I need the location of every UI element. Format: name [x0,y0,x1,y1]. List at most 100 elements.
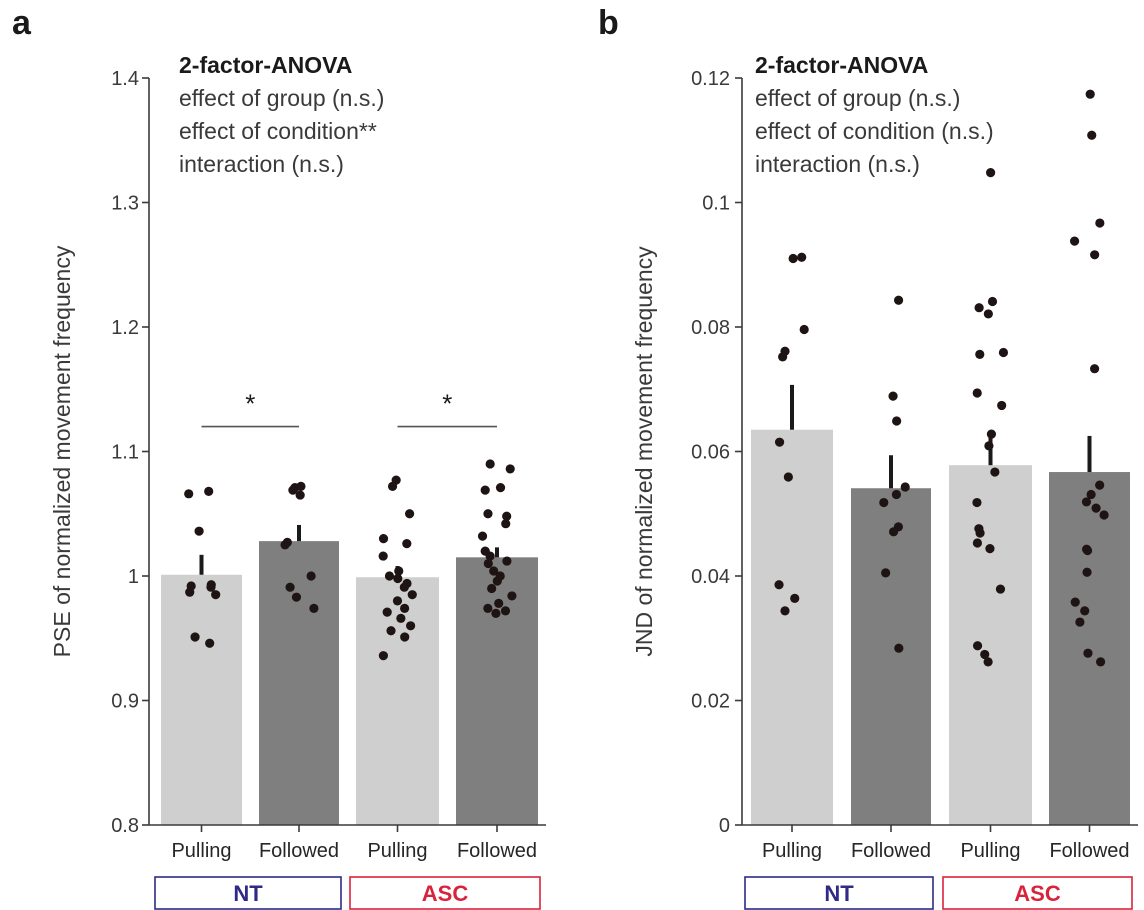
data-point [980,649,990,660]
significance-star: * [245,389,255,419]
y-axis-title: PSE of normalized movement frequency [49,245,75,657]
anova-line: interaction (n.s.) [179,151,344,177]
y-axis-title: JND of normalized movement frequency [631,246,657,657]
data-point [972,497,982,508]
data-point [378,551,388,561]
data-point [790,593,800,604]
data-point [407,590,417,600]
group-box-asc [349,876,541,910]
data-point [309,603,319,613]
data-point [288,485,298,495]
data-point [1085,89,1095,99]
y-tick-label: 0.12 [691,68,730,90]
group-box-nt [744,876,934,910]
group-label-nt: NT [824,881,854,906]
data-point [400,632,410,642]
x-tick-label: Followed [259,840,339,862]
data-point [990,467,1000,477]
data-point [404,509,415,519]
data-point [1081,497,1092,507]
data-point [382,607,392,617]
x-tick-label: Followed [1049,840,1129,862]
group-box-nt [154,876,342,910]
data-point [394,566,404,576]
data-point [997,400,1007,411]
anova-line: effect of condition** [179,118,377,144]
data-point [483,603,493,613]
data-point [402,539,412,549]
data-point [206,582,216,592]
data-point [500,606,511,616]
significance-star: * [442,389,452,419]
data-point [505,464,515,474]
panel-a-label: a [12,4,32,42]
data-point [780,606,790,616]
y-tick-label: 0 [719,815,730,837]
y-tick-label: 1.3 [111,193,139,215]
data-point [983,309,993,319]
group-label-asc: ASC [1014,881,1061,906]
data-point [1070,597,1080,607]
data-point [485,459,495,469]
data-point [893,295,904,305]
data-point [1082,545,1093,556]
data-point [975,528,985,538]
data-point [975,349,985,359]
bar-pulling-nt [161,574,242,825]
data-point [185,587,195,597]
data-point [211,590,221,600]
data-point [879,497,889,508]
panel-a: a 0.8 0.9 1 1.1 1.2 1.3 1.4 Pulling Followed Pull… [12,4,546,910]
data-point [1095,480,1105,490]
y-tick-label: 0.06 [691,442,730,464]
data-point [502,511,512,521]
y-tick-label: 1.1 [111,442,139,464]
data-point [1089,364,1100,374]
data-point [1090,250,1100,260]
data-point [986,429,997,439]
bar-pulling-asc [949,465,1032,825]
data-point [888,391,898,401]
data-point [797,252,807,262]
data-point [291,592,302,602]
group-label-asc: ASC [422,881,469,906]
data-point [489,566,499,576]
data-point [295,490,305,500]
data-point [495,483,506,493]
data-point [974,303,984,313]
data-point [1083,648,1093,658]
anova-line: effect of condition (n.s.) [755,118,994,144]
panel-b: b 0 0.02 0.04 0.06 0.08 0.1 0.12 Pulling Followe… [598,4,1138,910]
bar-followed-asc [1049,472,1130,825]
y-tick-label: 0.8 [111,815,139,837]
data-point [799,324,809,335]
data-point [892,416,902,426]
data-point [985,544,995,554]
data-point [1075,617,1085,627]
data-point [501,519,511,529]
data-point [1095,218,1105,228]
anova-title: 2-factor-ANOVA [179,52,352,78]
data-point [386,626,396,636]
panel-b-label: b [598,4,619,42]
data-point [494,598,504,608]
data-point [477,531,488,541]
data-point [285,582,295,592]
data-point [378,534,389,544]
y-tick-label: 1.4 [111,68,139,90]
data-point [774,580,784,590]
data-point [384,571,395,581]
group-box-asc [942,876,1133,910]
data-point [306,571,316,581]
data-point [986,168,996,178]
data-point [1082,567,1092,577]
data-point [995,584,1006,594]
data-point [778,352,788,362]
data-point [1091,503,1101,513]
anova-line: effect of group (n.s.) [755,85,960,111]
data-point [194,526,204,536]
data-point [972,388,982,398]
data-point [190,632,200,642]
data-point [204,486,214,496]
